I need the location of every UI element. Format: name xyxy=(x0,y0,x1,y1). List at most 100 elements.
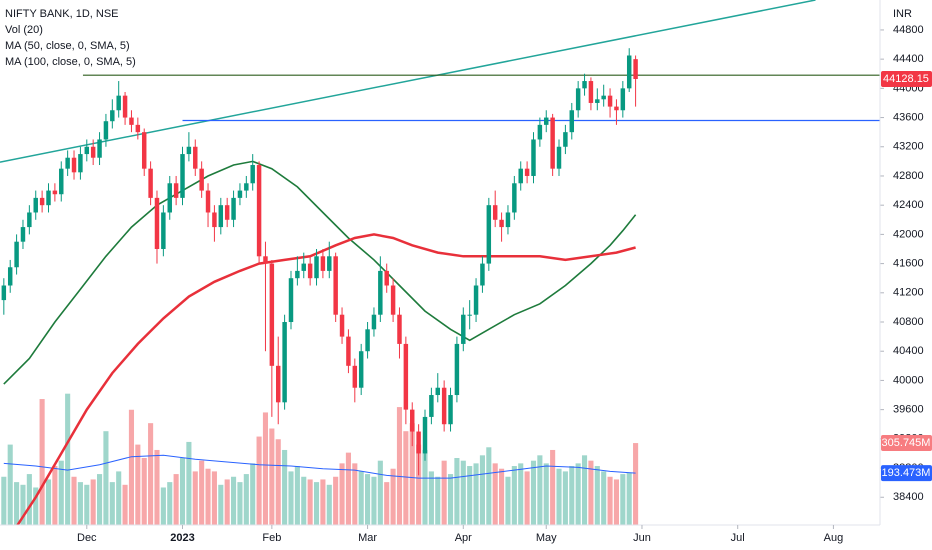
candle-body xyxy=(339,314,345,337)
y-tick-label: 40800 xyxy=(893,316,924,328)
candle-body xyxy=(492,205,498,220)
volume-bar xyxy=(288,471,294,525)
candle-body xyxy=(307,263,313,279)
volume-ma-line xyxy=(3,454,636,479)
candle-body xyxy=(524,168,530,176)
candle-body xyxy=(52,190,58,195)
candle-body xyxy=(461,314,466,344)
legend-entry: Vol (20) xyxy=(5,24,43,36)
volume-bar xyxy=(486,447,492,525)
volume-bar xyxy=(575,463,581,525)
volume-tag: 305.745M xyxy=(882,437,931,449)
volume-bar xyxy=(154,449,160,525)
candle-body xyxy=(397,314,402,344)
candle-body xyxy=(601,95,606,100)
volume-bar xyxy=(96,474,103,525)
volume-bar xyxy=(422,449,428,525)
candle-body xyxy=(384,270,389,286)
volume-bar xyxy=(313,482,320,525)
candle-body xyxy=(607,95,613,107)
y-tick-label: 40000 xyxy=(893,374,924,386)
volume-bar xyxy=(365,474,371,525)
volume-ma-tag: 193.473M xyxy=(882,467,931,479)
volume-bar xyxy=(128,409,135,525)
volume-bar xyxy=(65,393,71,525)
y-tick-label: 43200 xyxy=(893,141,924,153)
volume-bar xyxy=(390,468,396,525)
y-tick-label: 42000 xyxy=(893,228,924,240)
volume-bar xyxy=(569,466,575,525)
volume-bar xyxy=(581,455,588,525)
candle-body xyxy=(448,395,453,425)
candle-body xyxy=(582,81,587,89)
candle-body xyxy=(1,285,7,301)
volume-bar xyxy=(460,460,466,525)
candle-body xyxy=(46,190,51,206)
x-tick-label: Dec xyxy=(77,532,97,544)
candle-body xyxy=(390,285,396,315)
candle-body xyxy=(129,117,134,125)
candle-body xyxy=(141,132,147,169)
candle-body xyxy=(231,197,236,220)
volume-bar xyxy=(109,482,115,525)
candle-body xyxy=(346,336,351,366)
volume-bar xyxy=(294,466,300,525)
x-tick-label: Aug xyxy=(824,532,844,544)
volume-bar xyxy=(45,479,52,525)
volume-bar xyxy=(633,443,639,525)
volume-bar xyxy=(333,476,339,525)
candle-body xyxy=(199,168,204,191)
candle-body xyxy=(244,183,249,191)
candle-body xyxy=(78,154,83,173)
candle-body xyxy=(263,256,268,264)
volume-bar xyxy=(416,444,422,525)
y-tick-label: 42800 xyxy=(893,170,924,182)
y-tick-label: 41200 xyxy=(893,287,924,299)
plot-area xyxy=(0,0,880,525)
candle-body xyxy=(512,183,517,213)
volume-bar xyxy=(454,458,460,525)
candle-body xyxy=(473,285,479,315)
volume-bar xyxy=(326,484,332,525)
volume-bar xyxy=(479,455,485,525)
volume-bar xyxy=(441,460,447,525)
volume-bar xyxy=(505,476,511,525)
candle-body xyxy=(256,165,262,257)
volume-bar xyxy=(511,466,517,525)
volume-bar xyxy=(537,455,543,525)
volume-bar xyxy=(122,484,128,525)
candle-body xyxy=(416,431,421,454)
candle-body xyxy=(352,365,358,388)
volume-bar xyxy=(141,458,147,525)
x-tick-label: Mar xyxy=(358,532,377,544)
volume-bar xyxy=(160,487,166,525)
candle-body xyxy=(429,395,434,417)
volume-bar xyxy=(116,471,122,525)
candle-body xyxy=(378,270,383,315)
candle-body xyxy=(626,55,632,89)
candle-body xyxy=(403,343,409,410)
volume-bar xyxy=(307,479,313,525)
price-tag-bg xyxy=(881,70,932,87)
volume-bar xyxy=(173,474,179,525)
y-tick-label: 43600 xyxy=(893,111,924,123)
candle-body xyxy=(167,183,172,213)
volume-ma-tag-bg xyxy=(881,465,932,482)
candle-body xyxy=(282,322,287,403)
volume-bar xyxy=(14,482,20,525)
candle-body xyxy=(65,157,70,169)
volume-bar xyxy=(320,479,326,525)
volume-bar xyxy=(148,423,154,525)
volume-bar xyxy=(613,479,619,525)
moving-average-line xyxy=(16,233,636,525)
candle-body xyxy=(135,124,141,133)
volume-bar xyxy=(26,474,32,525)
volume-bar xyxy=(224,479,230,525)
candle-body xyxy=(614,106,619,111)
candle-body xyxy=(575,88,581,111)
candle-body xyxy=(14,241,19,268)
candle-body xyxy=(161,212,166,249)
candle-body xyxy=(218,205,224,228)
volume-bar xyxy=(594,466,600,525)
